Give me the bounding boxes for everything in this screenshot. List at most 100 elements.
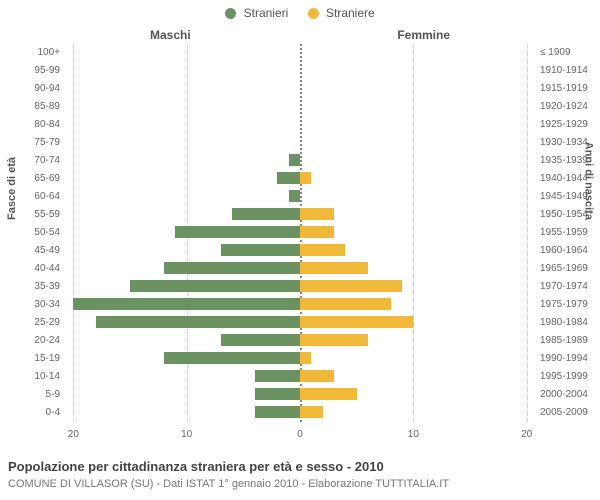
age-row <box>62 242 538 260</box>
y-label-birth: 1945-1949 <box>540 188 596 206</box>
y-label-age: 30-34 <box>4 296 60 314</box>
y-label-age: 95-99 <box>4 62 60 80</box>
bar-female <box>300 280 402 292</box>
x-tick: 10 <box>408 429 419 440</box>
bar-female <box>300 226 334 238</box>
y-label-birth: 1935-1939 <box>540 152 596 170</box>
y-label-birth: 1965-1969 <box>540 260 596 278</box>
y-label-birth: 1920-1924 <box>540 98 596 116</box>
age-row <box>62 350 538 368</box>
y-label-birth: 1910-1914 <box>540 62 596 80</box>
age-row <box>62 386 538 404</box>
y-label-birth: 1955-1959 <box>540 224 596 242</box>
y-label-birth: 1980-1984 <box>540 314 596 332</box>
age-row <box>62 188 538 206</box>
legend-item-male: Stranieri <box>225 6 288 20</box>
bar-female <box>300 334 368 346</box>
legend-swatch-male <box>225 8 236 19</box>
age-row <box>62 404 538 422</box>
x-tick: 0 <box>297 429 303 440</box>
y-label-age: 65-69 <box>4 170 60 188</box>
bar-female <box>300 208 334 220</box>
column-header-right: Femmine <box>397 28 450 42</box>
y-label-age: 25-29 <box>4 314 60 332</box>
y-label-birth: 2005-2009 <box>540 404 596 422</box>
bar-male <box>255 388 300 400</box>
y-label-age: 0-4 <box>4 404 60 422</box>
bar-female <box>300 316 413 328</box>
legend-label-female: Straniere <box>326 6 375 20</box>
y-label-age: 5-9 <box>4 386 60 404</box>
y-label-birth: 2000-2004 <box>540 386 596 404</box>
y-label-age: 85-89 <box>4 98 60 116</box>
bar-male <box>277 172 300 184</box>
bar-male <box>164 262 300 274</box>
age-row <box>62 278 538 296</box>
y-label-birth: 1990-1994 <box>540 350 596 368</box>
bar-male <box>221 244 300 256</box>
bar-female <box>300 406 323 418</box>
age-row <box>62 296 538 314</box>
age-row <box>62 44 538 62</box>
age-row <box>62 314 538 332</box>
bar-male <box>175 226 300 238</box>
y-label-birth: 1930-1934 <box>540 134 596 152</box>
y-label-age: 75-79 <box>4 134 60 152</box>
y-label-age: 15-19 <box>4 350 60 368</box>
y-label-age: 20-24 <box>4 332 60 350</box>
bar-female <box>300 172 311 184</box>
age-row <box>62 80 538 98</box>
bar-male <box>255 406 300 418</box>
x-tick: 20 <box>68 429 79 440</box>
y-label-age: 55-59 <box>4 206 60 224</box>
y-label-age: 35-39 <box>4 278 60 296</box>
chart-title: Popolazione per cittadinanza straniera p… <box>8 459 384 474</box>
age-row <box>62 332 538 350</box>
y-label-age: 70-74 <box>4 152 60 170</box>
bar-female <box>300 244 345 256</box>
y-label-birth: 1970-1974 <box>540 278 596 296</box>
age-row <box>62 98 538 116</box>
y-label-birth: 1915-1919 <box>540 80 596 98</box>
bar-female <box>300 352 311 364</box>
bar-male <box>221 334 300 346</box>
age-row <box>62 206 538 224</box>
y-label-birth: 1960-1964 <box>540 242 596 260</box>
bar-male <box>73 298 300 310</box>
bar-female <box>300 262 368 274</box>
y-label-age: 100+ <box>4 44 60 62</box>
x-tick: 20 <box>521 429 532 440</box>
y-label-birth: ≤ 1909 <box>540 44 596 62</box>
bar-female <box>300 370 334 382</box>
y-label-age: 50-54 <box>4 224 60 242</box>
y-label-birth: 1995-1999 <box>540 368 596 386</box>
column-header-left: Maschi <box>150 28 191 42</box>
age-row <box>62 134 538 152</box>
age-row <box>62 224 538 242</box>
legend-label-male: Stranieri <box>244 6 289 20</box>
y-label-birth: 1925-1929 <box>540 116 596 134</box>
population-pyramid-chart: Stranieri Straniere Maschi Femmine Fasce… <box>0 0 600 500</box>
age-row <box>62 368 538 386</box>
bar-male <box>164 352 300 364</box>
bar-female <box>300 298 391 310</box>
y-label-birth: 1985-1989 <box>540 332 596 350</box>
y-label-age: 60-64 <box>4 188 60 206</box>
x-tick: 10 <box>181 429 192 440</box>
legend-item-female: Straniere <box>308 6 375 20</box>
bar-female <box>300 388 357 400</box>
y-label-age: 40-44 <box>4 260 60 278</box>
y-label-age: 10-14 <box>4 368 60 386</box>
legend-swatch-female <box>308 8 319 19</box>
y-label-age: 45-49 <box>4 242 60 260</box>
y-label-birth: 1975-1979 <box>540 296 596 314</box>
age-row <box>62 116 538 134</box>
bar-male <box>232 208 300 220</box>
y-label-birth: 1950-1954 <box>540 206 596 224</box>
age-row <box>62 62 538 80</box>
y-label-birth: 1940-1944 <box>540 170 596 188</box>
y-label-age: 80-84 <box>4 116 60 134</box>
bar-male <box>130 280 300 292</box>
age-row <box>62 152 538 170</box>
legend: Stranieri Straniere <box>0 6 600 20</box>
